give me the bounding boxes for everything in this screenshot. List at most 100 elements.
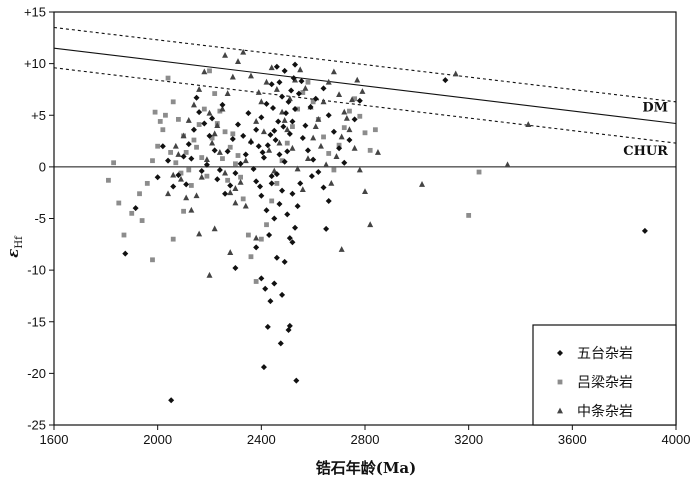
data-point-diamond: [201, 120, 208, 127]
data-point-triangle: [276, 139, 283, 146]
data-point-triangle: [354, 76, 361, 83]
data-point-diamond: [183, 181, 190, 188]
data-point-diamond: [165, 157, 172, 164]
data-point-square: [183, 150, 189, 155]
data-point-diamond: [288, 87, 295, 94]
data-point-square: [476, 169, 482, 175]
data-point-square: [321, 134, 326, 140]
data-point-diamond: [159, 143, 166, 150]
data-point-diamond: [289, 239, 296, 246]
data-point-square: [466, 213, 472, 218]
data-point-square: [362, 130, 368, 136]
data-point-diamond: [276, 201, 283, 208]
x-tick-label: 1600: [40, 432, 69, 447]
data-point-diamond: [279, 291, 286, 298]
y-tick-label: -5: [34, 211, 46, 226]
data-point-square: [290, 124, 295, 130]
data-point-triangle: [374, 149, 381, 155]
data-point-diamond: [271, 215, 278, 222]
data-point-diamond: [279, 93, 286, 100]
data-point-square: [150, 158, 155, 164]
data-point-square: [129, 210, 135, 216]
data-point-square: [188, 183, 194, 188]
data-point-diamond: [293, 377, 300, 384]
data-point-square: [170, 236, 176, 242]
data-point-triangle: [240, 48, 247, 55]
data-point-diamond: [341, 159, 348, 166]
y-tick-label: +5: [31, 108, 46, 123]
data-point-square: [347, 108, 352, 114]
data-point-diamond: [284, 148, 291, 155]
data-point-square: [284, 140, 290, 146]
data-point-diamond: [262, 285, 269, 292]
data-point-diamond: [196, 109, 203, 116]
data-point-diamond: [260, 364, 267, 371]
data-point-square: [248, 254, 254, 260]
data-point-square: [121, 232, 127, 238]
legend-box: [532, 324, 677, 426]
data-point-triangle: [260, 128, 267, 135]
data-point-square: [165, 75, 171, 81]
data-point-diamond: [286, 235, 293, 242]
data-point-diamond: [330, 128, 337, 135]
reference-line-dashed-1: [54, 26, 676, 103]
data-point-triangle: [172, 142, 179, 149]
data-point-triangle: [333, 153, 340, 159]
y-axis-title-sub: Hf: [14, 235, 25, 249]
data-point-triangle: [338, 246, 345, 252]
curve-labels: DM CHUR: [623, 101, 668, 159]
data-point-diamond: [297, 180, 304, 187]
data-point-diamond: [295, 90, 302, 97]
data-point-diamond: [641, 227, 648, 234]
data-point-diamond: [336, 145, 343, 152]
data-point-square: [233, 161, 238, 167]
axes: 1600 2000 2400 2800 3200 3600 4000 +15 +10 +5 0 -5 -…: [24, 5, 691, 448]
data-point-triangle: [211, 130, 218, 137]
x-axis-title: 锆石年龄(Ma): [316, 459, 417, 477]
data-point-triangle: [284, 126, 291, 133]
data-point-diamond: [276, 151, 283, 158]
data-point-triangle: [227, 249, 234, 255]
data-point-diamond: [312, 95, 319, 102]
data-point-triangle: [183, 194, 190, 201]
data-point-diamond: [168, 397, 175, 404]
y-tick-label: -15: [27, 314, 46, 329]
data-point-triangle: [266, 146, 273, 153]
data-point-triangle: [206, 271, 213, 278]
data-point-triangle: [310, 134, 317, 141]
data-point-diamond: [264, 323, 271, 330]
series-square: [106, 68, 482, 284]
data-point-diamond: [211, 147, 218, 154]
data-point-triangle: [289, 144, 296, 151]
data-point-diamond: [198, 168, 205, 175]
data-point-diamond: [281, 258, 288, 265]
data-points: [106, 48, 648, 404]
data-point-square: [269, 198, 275, 204]
data-point-triangle: [214, 122, 221, 128]
x-tick-label: 2000: [143, 432, 172, 447]
data-point-triangle: [203, 156, 210, 163]
data-point-diamond: [281, 158, 288, 165]
data-point-triangle: [255, 89, 262, 95]
data-point-triangle: [219, 105, 226, 112]
data-point-diamond: [307, 103, 314, 110]
data-point-square: [258, 236, 264, 242]
y-axis-title-main: ε: [4, 249, 22, 258]
data-point-diamond: [245, 110, 252, 117]
data-point-diamond: [323, 225, 330, 232]
data-point-square: [186, 167, 192, 173]
data-point-diamond: [320, 85, 327, 92]
data-point-triangle: [299, 186, 306, 192]
data-point-triangle: [235, 58, 242, 64]
data-point-triangle: [253, 234, 260, 241]
x-tick-label: 3600: [558, 432, 587, 447]
data-point-triangle: [222, 51, 229, 58]
data-point-square: [157, 119, 163, 124]
y-tick-label: +15: [24, 5, 46, 20]
data-point-square: [367, 147, 373, 153]
data-point-triangle: [180, 132, 187, 139]
data-point-diamond: [282, 110, 289, 117]
data-point-diamond: [170, 183, 177, 190]
y-tick-label: -25: [27, 418, 46, 433]
data-point-triangle: [312, 123, 319, 130]
